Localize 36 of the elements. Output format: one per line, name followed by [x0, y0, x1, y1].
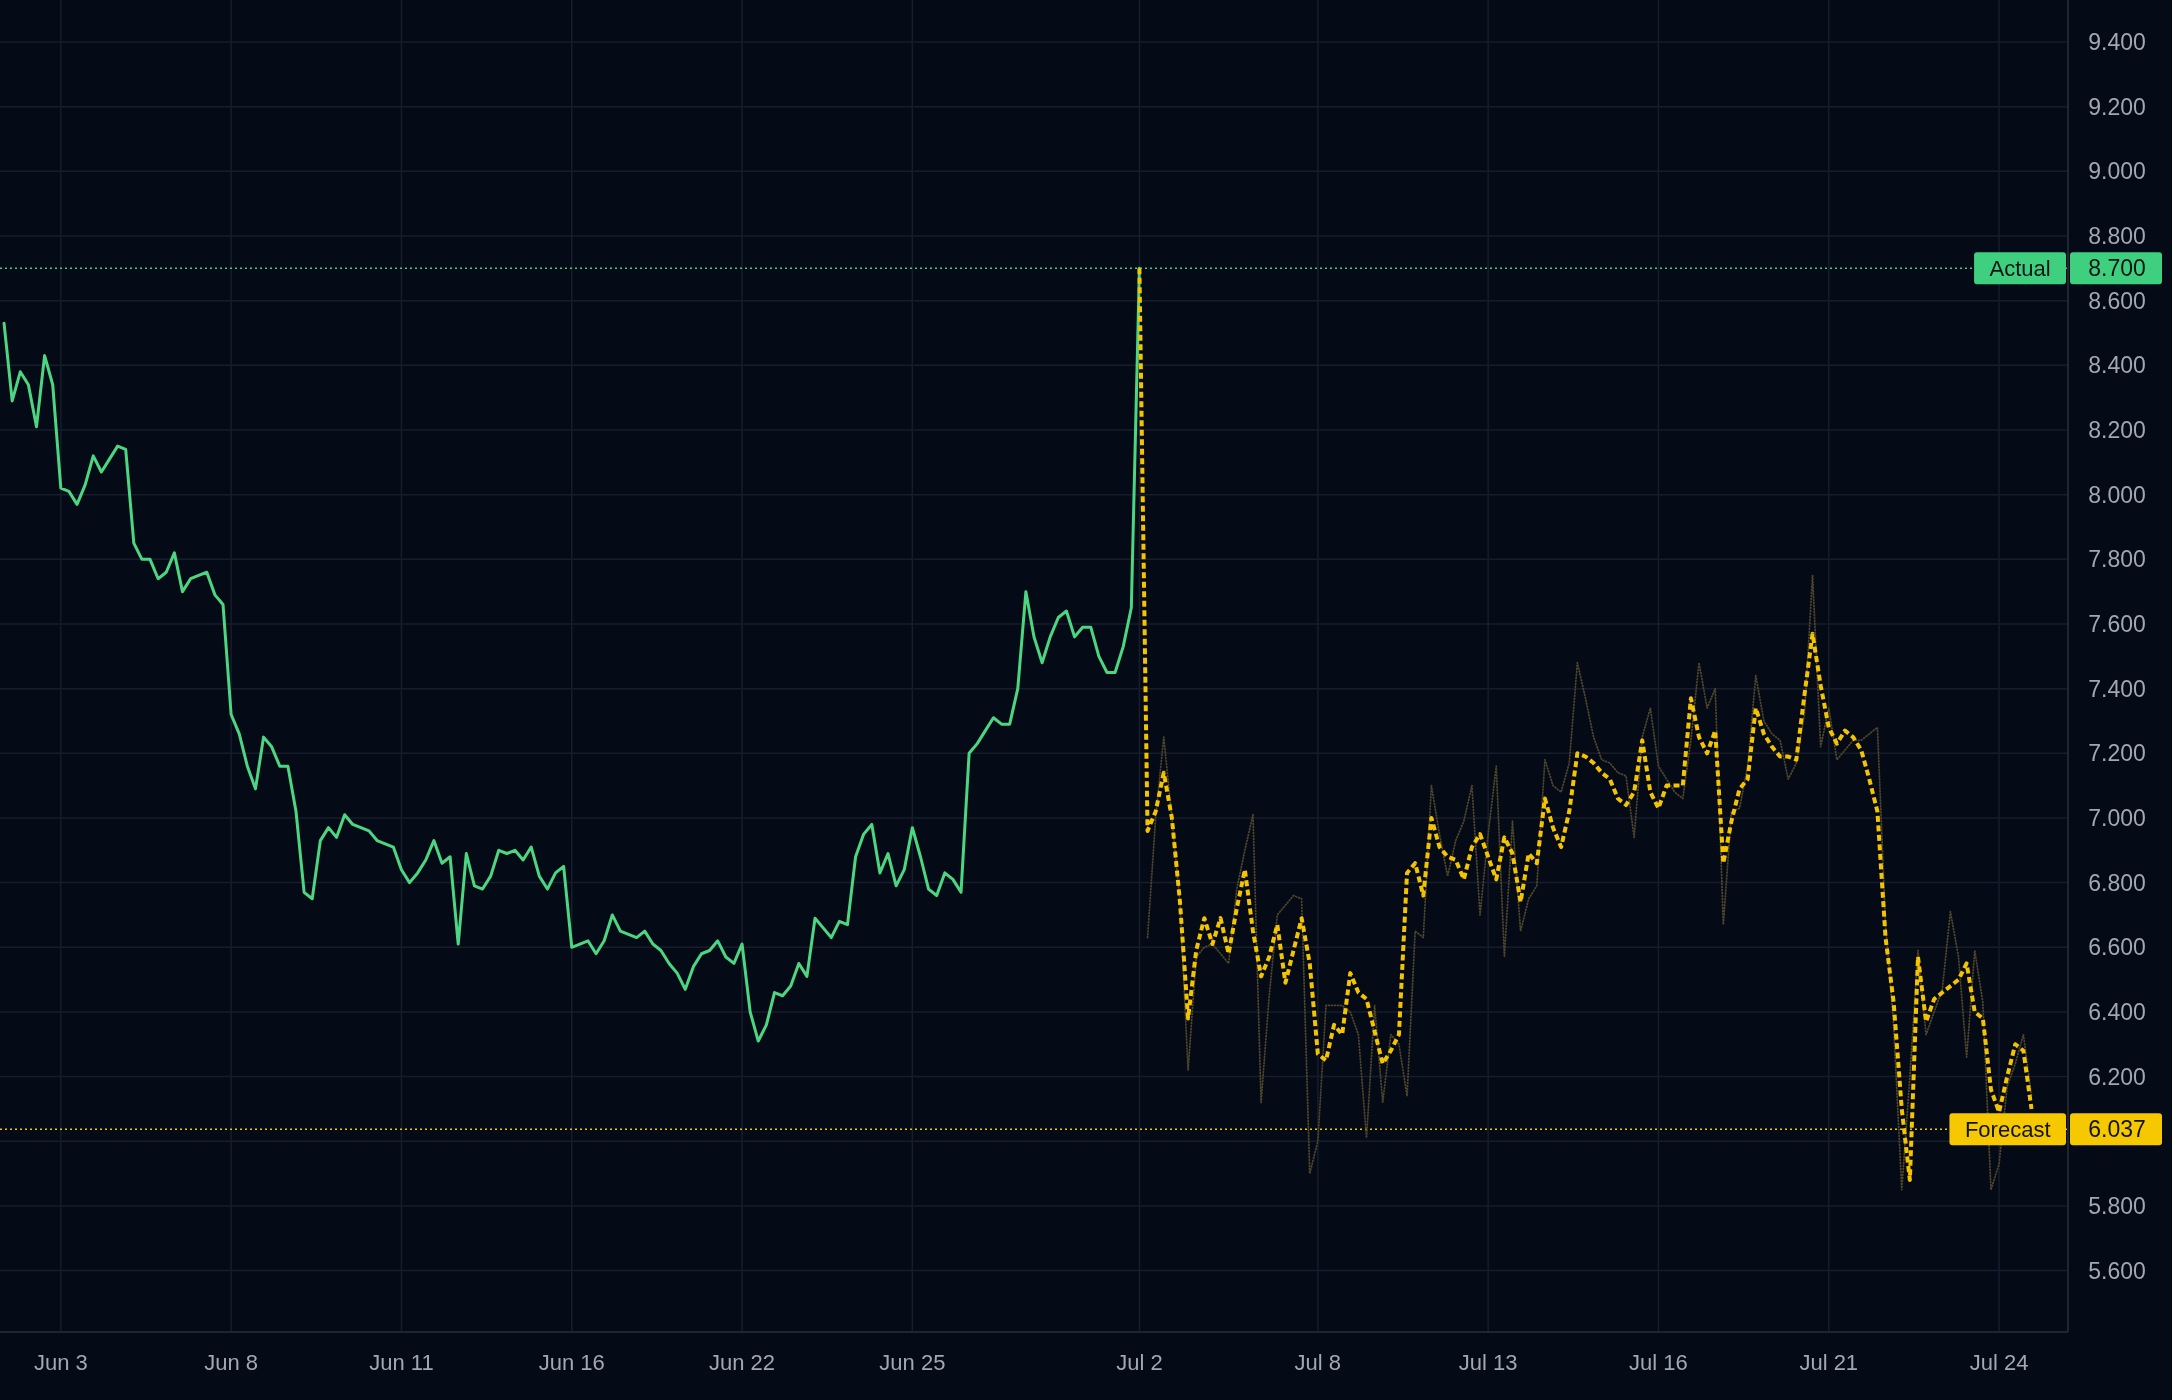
x-tick-label: Jun 22 [709, 1349, 776, 1375]
text: 6.037 [2088, 1116, 2146, 1143]
ref-line-label: Actual [1989, 255, 2051, 281]
x-tick-label: Jul 16 [1629, 1349, 1688, 1375]
y-tick-label: 8.800 [2088, 223, 2146, 250]
y-tick-label: 8.400 [2088, 352, 2146, 379]
y-tick-label: 7.400 [2088, 675, 2146, 702]
x-tick-label: Jun 11 [369, 1349, 434, 1375]
x-tick-label: Jul 8 [1294, 1349, 1342, 1375]
y-tick-label: 8.600 [2088, 287, 2146, 314]
x-tick-label: Jul 13 [1458, 1349, 1518, 1375]
y-tick-label: 8.200 [2088, 416, 2146, 443]
ref-line-label: Forecast [1964, 1116, 2051, 1142]
y-tick-label: 7.600 [2088, 610, 2146, 637]
y-tick-label: 9.000 [2088, 158, 2146, 185]
y-tick-label: 7.800 [2088, 546, 2146, 573]
y-tick-label: 7.200 [2088, 740, 2146, 767]
y-tick-label: 6.600 [2088, 934, 2146, 961]
y-tick-label: 9.200 [2088, 93, 2146, 120]
y-tick-label: 5.800 [2088, 1192, 2146, 1219]
x-tick-label: Jul 24 [1969, 1349, 2029, 1375]
x-tick-label: Jul 21 [1799, 1349, 1859, 1375]
x-tick-label: Jun 16 [538, 1349, 605, 1375]
line-series [2, 266, 1141, 1043]
y-tick-label: 6.400 [2088, 998, 2146, 1025]
y-tick-label: 8.000 [2088, 481, 2146, 508]
x-tick-label: Jun 8 [204, 1349, 259, 1375]
x-tick-label: Jun 25 [879, 1349, 946, 1375]
y-tick-label: 6.800 [2088, 869, 2146, 896]
x-tick-label: Jun 3 [33, 1349, 88, 1375]
y-tick-label: 6.200 [2088, 1063, 2146, 1090]
y-tick-label: 7.000 [2088, 804, 2146, 831]
y-tick-label: 9.400 [2088, 29, 2146, 56]
y-tick-label: 5.600 [2088, 1257, 2146, 1284]
text: 8.700 [2088, 255, 2146, 282]
x-tick-label: Jul 2 [1116, 1349, 1163, 1375]
